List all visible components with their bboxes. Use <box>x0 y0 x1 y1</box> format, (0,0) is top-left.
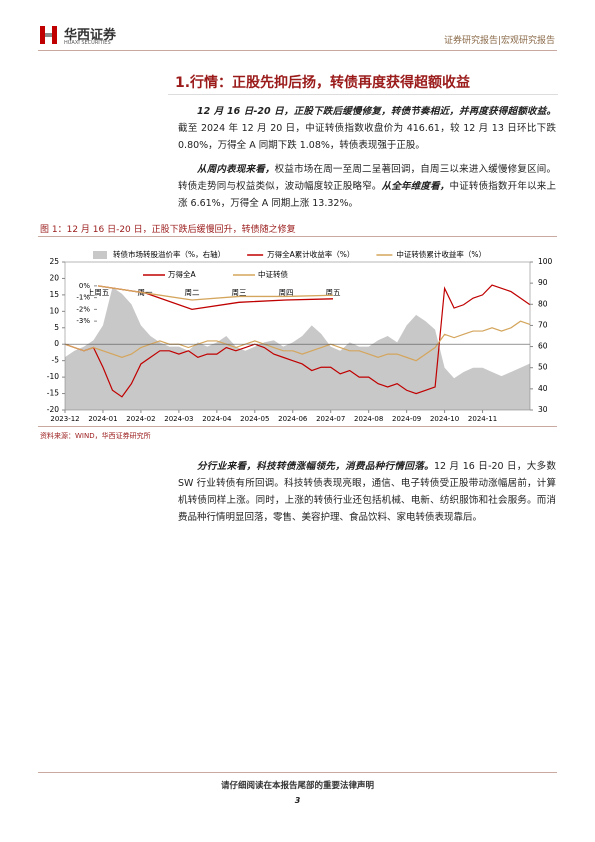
inset-x-label: 周四 <box>279 288 294 297</box>
x-tick-label: 2024-01 <box>88 415 117 423</box>
y2-tick-label: 100 <box>538 257 553 266</box>
y2-tick-label: 90 <box>538 278 548 287</box>
y-tick-label: 15 <box>49 290 59 299</box>
legend-label: 万得全A累计收益率（%） <box>267 249 354 259</box>
header-rule <box>38 50 557 51</box>
plot-frame <box>64 261 531 411</box>
area <box>65 287 530 410</box>
x-tick-label: 2024-05 <box>240 415 269 423</box>
x-tick-label: 2024-09 <box>392 415 421 423</box>
inset-line <box>97 285 334 301</box>
text: 权益市场在周一至周二呈著回调，自周三以来进入缓慢修复区间。转债走势同与权益类似，… <box>178 164 556 192</box>
inset-y-tick-label: -1% <box>76 294 90 302</box>
x-tick-label: 2024-03 <box>164 415 193 423</box>
paragraph: 从周内表现来看，权益市场在周一至周二呈著回调，自周三以来进入缓慢修复区间。转债走… <box>178 161 556 212</box>
x-tick-label: 2024-11 <box>468 415 497 423</box>
source: 资料来源：WIND，华西证券研究所 <box>40 432 151 440</box>
paragraph: 12 月 16 日-20 日，正股下跌后缓慢修复，转债节奏相近，并再度获得超额收… <box>178 103 556 154</box>
y-tick-label: 20 <box>49 273 59 282</box>
legend-label: 转债市场转股溢价率（%，右轴） <box>113 249 225 259</box>
y-tick-label: 0 <box>54 339 59 348</box>
chart: -20 -15 -10 -5 0 5 10 15 20 25 30 40 50 60 70 80 90 100 20… <box>47 249 553 423</box>
inset-x-label: 上周五 <box>87 288 110 297</box>
y-tick-label: -10 <box>47 372 59 381</box>
footer-rule <box>38 772 557 773</box>
header-right: 证券研究报告|宏观研究报告 <box>443 36 555 46</box>
page-number: 3 <box>294 796 301 805</box>
logo-cn: 华西证券 <box>64 28 117 43</box>
bold-text: 从周内表现来看， <box>197 164 275 175</box>
inset-x-label: 周五 <box>326 288 341 297</box>
y-tick-label: 10 <box>49 306 59 315</box>
paragraph: 分行业来看，科技转债涨幅领先，消费品种行情回落。12 月 16 日-20 日，大… <box>178 458 556 526</box>
inset-x-label: 周二 <box>185 288 200 297</box>
y2-tick-label: 70 <box>538 320 548 329</box>
line <box>64 284 531 398</box>
x-tick-label: 2024-10 <box>430 415 459 423</box>
x-tick-label: 2024-02 <box>126 415 155 423</box>
inset-legend-label: 万得全A <box>168 269 196 279</box>
legend-label: 中证转债累计收益率（%） <box>396 249 486 259</box>
inset-x-label: 周三 <box>232 288 247 297</box>
y-tick-label: -20 <box>47 405 59 414</box>
line <box>64 320 531 362</box>
text: 截至 2024 年 12 月 20 日，中证转债指数收盘价为 416.61，较 … <box>178 123 556 151</box>
y-tick-label: -5 <box>52 356 60 365</box>
caption-rule <box>38 236 557 237</box>
inset-y-tick-label: -3% <box>76 317 90 325</box>
title-rule <box>168 94 558 95</box>
bold-text: 12 月 16 日-20 日，正股下跌后缓慢修复，转债节奏相近，并再度获得超额收… <box>197 106 556 117</box>
y2-tick-label: 40 <box>538 384 548 393</box>
bold-text: 从全年维度看， <box>381 181 450 192</box>
legend-swatch <box>93 251 107 259</box>
inset-y-tick-label: -2% <box>76 305 90 313</box>
figure-caption: 图 1：12 月 16 日-20 日，正股下跌后缓慢回升，转债随之修复 <box>40 225 296 235</box>
inset-y-tick-label: 0% <box>79 282 90 290</box>
x-tick-label: 2023-12 <box>50 415 79 423</box>
section-title: 1.行情：正股先抑后扬，转债再度获得超额收益 <box>175 75 471 91</box>
y-tick-label: -15 <box>47 389 59 398</box>
x-tick-label: 2024-07 <box>316 415 345 423</box>
text: 中证转债指数开年以来上涨 6.61%，万得全 A 同期上涨 13.32%。 <box>178 181 556 209</box>
bold-text: 分行业来看，科技转债涨幅领先，消费品种行情回落。 <box>197 461 434 472</box>
y2-tick-label: 30 <box>538 405 548 414</box>
inset-legend-label: 中证转债 <box>258 269 288 279</box>
y2-tick-label: 80 <box>538 299 548 308</box>
y-tick-label: 5 <box>54 323 59 332</box>
text: 12 月 16 日-20 日，大多数 SW 行业转债有所回调。科技转债表现亮眼，… <box>178 461 556 523</box>
y2-tick-label: 60 <box>538 342 548 351</box>
x-tick-label: 2024-06 <box>278 415 308 423</box>
logo-icon <box>40 26 57 44</box>
x-tick-label: 2024-08 <box>354 415 383 423</box>
x-tick-label: 2024-04 <box>202 415 232 423</box>
footer-notice: 请仔细阅读在本报告尾部的重要法律声明 <box>220 781 374 791</box>
y2-tick-label: 50 <box>538 363 548 372</box>
y-tick-label: 25 <box>49 257 59 266</box>
source-rule <box>38 426 557 427</box>
logo-en: HUAXI SECURITIES <box>64 40 111 46</box>
